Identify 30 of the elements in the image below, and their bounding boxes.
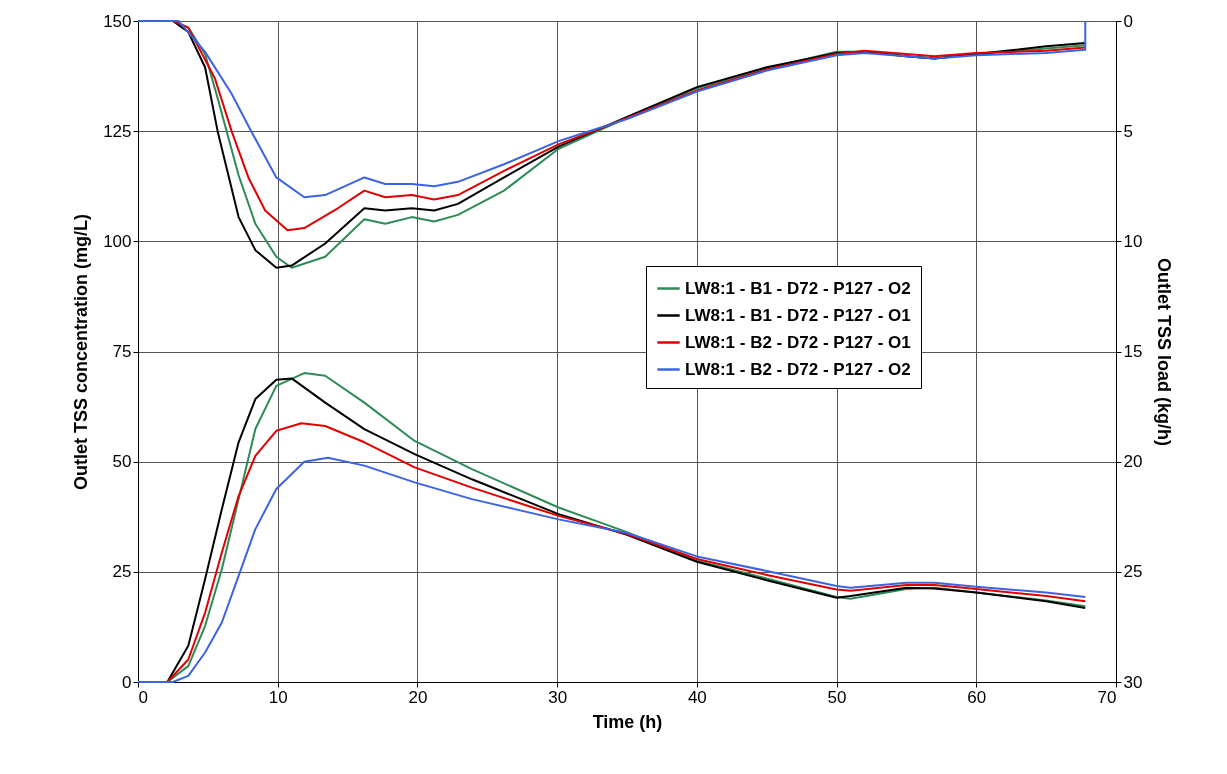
- y2-tick-label: 10: [1123, 231, 1143, 251]
- y2-tick-label: 20: [1123, 452, 1143, 472]
- y-tick-label: 100: [103, 231, 132, 251]
- y2-tick-label: 0: [1123, 11, 1133, 31]
- y-tick-label: 50: [112, 452, 132, 472]
- x-axis-title: Time (h): [592, 711, 663, 732]
- x-tick-label: 20: [408, 687, 428, 707]
- x-tick-label: 70: [1097, 687, 1117, 707]
- y-tick-label: 125: [103, 121, 132, 141]
- x-tick-label: 0: [138, 687, 148, 707]
- x-tick-label: 60: [967, 687, 987, 707]
- line-series: [137, 20, 1087, 199]
- x-tick-label: 50: [827, 687, 847, 707]
- x-tick-label: 10: [268, 687, 288, 707]
- x-tick-label: 40: [687, 687, 707, 707]
- y-tick-label: 75: [112, 342, 132, 361]
- y2-axis-title: Outlet TSS load (kg/h): [1154, 258, 1175, 446]
- legend-label: LW8:1 - B1 - D72 - P127 - O2: [685, 278, 911, 298]
- y2-tick-label: 15: [1123, 342, 1143, 361]
- y-tick-label: 25: [112, 562, 132, 582]
- y2-tick-label: 30: [1123, 672, 1143, 692]
- y-tick-label: 150: [103, 11, 132, 31]
- y-axis-title: Outlet TSS concentration (mg/L): [71, 213, 92, 491]
- legend-label: LW8:1 - B1 - D72 - P127 - O1: [685, 305, 911, 325]
- x-tick-label: 30: [548, 687, 568, 707]
- legend-label: LW8:1 - B2 - D72 - P127 - O1: [685, 332, 911, 352]
- y-tick-label: 0: [122, 672, 132, 692]
- legend-label: LW8:1 - B2 - D72 - P127 - O2: [685, 359, 911, 379]
- y2-tick-label: 25: [1123, 562, 1143, 582]
- y2-tick-label: 5: [1123, 121, 1133, 141]
